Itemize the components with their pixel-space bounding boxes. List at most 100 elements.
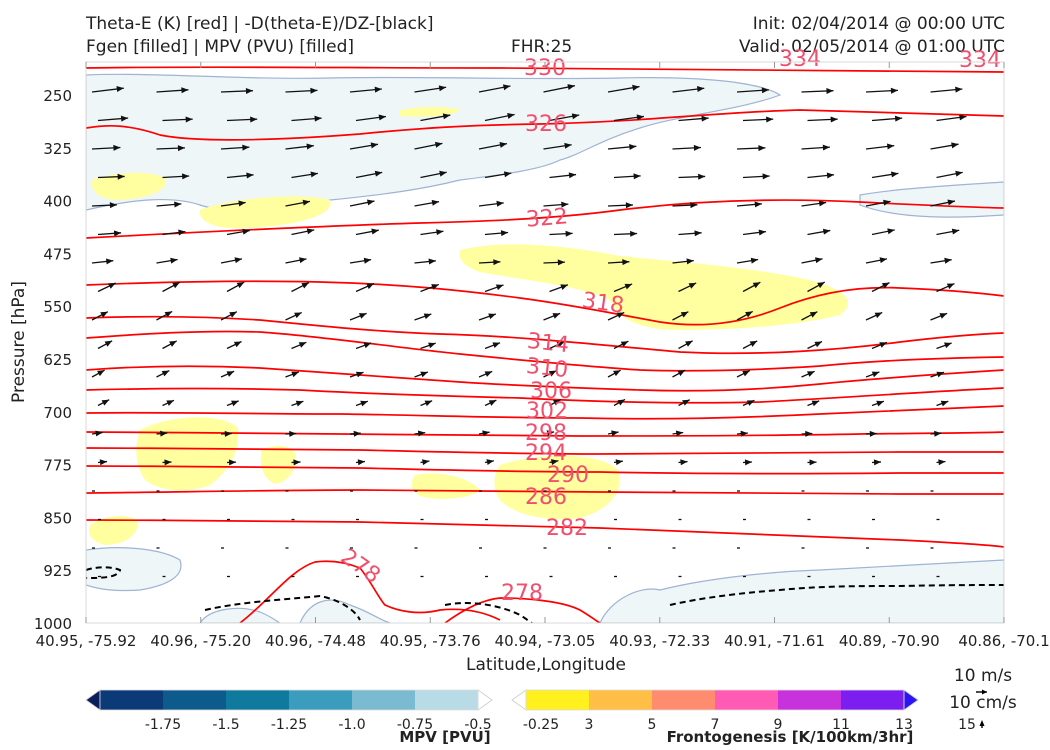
- wind-vector: [936, 114, 967, 122]
- wind-vector: [484, 284, 504, 293]
- colorbar-segment: [589, 690, 653, 710]
- theta-e-contour-label: 278: [336, 544, 385, 589]
- wind-vector: [543, 430, 555, 437]
- wind-vector: [678, 115, 709, 122]
- wind-vector: [607, 143, 637, 150]
- y-tick-label: 925: [43, 562, 72, 580]
- wind-vector: [484, 230, 509, 237]
- wind-vector: [678, 459, 688, 466]
- wind-vector: [484, 171, 512, 179]
- wind-vector: [226, 116, 258, 123]
- theta-e-contour-label: 302: [526, 399, 568, 424]
- wind-vector: [285, 430, 297, 437]
- colorbar-tick-label: -0.25: [523, 717, 559, 733]
- x-tick-label: 40.96, -74.48: [265, 632, 366, 650]
- theta-e-contour-line: [444, 597, 601, 623]
- fgen-fill-9: [89, 515, 138, 545]
- wind-vector: [672, 311, 689, 321]
- wind-vector: [865, 311, 883, 321]
- wind-vector: [672, 202, 698, 209]
- wind-vector: [865, 87, 898, 94]
- wind-vector: [91, 311, 109, 321]
- wind-vector: [549, 172, 577, 179]
- wind-vector: [807, 400, 820, 407]
- wind-vector: [678, 282, 697, 293]
- wind-vector: [420, 342, 436, 350]
- colorbar-segment: [526, 690, 590, 710]
- mpv-fill-lower-right: [599, 559, 1004, 623]
- theta-e-contour-label: 318: [581, 288, 626, 319]
- mpv-colorbar-label: MPV [PVU]: [399, 728, 490, 746]
- wind-vector: [613, 459, 624, 466]
- y-tick-label: 250: [43, 87, 72, 105]
- x-tick-label: 40.95, -73.76: [380, 632, 481, 650]
- wind-vector: [871, 115, 903, 122]
- wind-vector: [930, 371, 945, 378]
- wind-vector: [285, 257, 307, 264]
- wind-vector: [801, 370, 815, 378]
- wind-vector: [156, 201, 182, 208]
- theta-e-contour-label: 330: [524, 56, 566, 81]
- wind-vector: [543, 142, 572, 150]
- x-tick-label: 40.95, -75.92: [36, 632, 137, 650]
- wind-vector: [478, 200, 504, 207]
- y-tick-label: 1000: [34, 615, 72, 633]
- wind-vector: [678, 340, 693, 350]
- wind-vector: [162, 399, 175, 407]
- wind-vector: [742, 281, 761, 293]
- ref-vector-horizontal: 10 m/s: [954, 666, 1012, 686]
- wind-vector: [226, 400, 239, 407]
- x-axis-ticks: 40.95, -75.92 40.96, -75.20 40.96, -74.48 4…: [36, 62, 1050, 650]
- wind-vector: [220, 144, 250, 151]
- wind-vector: [543, 259, 565, 266]
- wind-vector: [801, 200, 827, 207]
- wind-vector: [156, 257, 178, 264]
- theta-e-contour-line: [86, 66, 1004, 73]
- wind-vector: [936, 228, 960, 236]
- wind-vector: [291, 459, 301, 466]
- wind-vector: [420, 283, 440, 293]
- wind-vector: [420, 400, 433, 407]
- wind-vector: [355, 282, 375, 293]
- wind-vector: [291, 282, 310, 293]
- colorbar-tick-label: -1.0: [338, 717, 365, 733]
- theta-e-contour-label: 314: [526, 329, 570, 358]
- wind-vector: [97, 173, 125, 180]
- wind-vector: [871, 282, 890, 293]
- wind-vector: [936, 400, 949, 407]
- wind-vector: [607, 369, 621, 378]
- wind-vector: [742, 173, 770, 180]
- theta-e-contour-label: 334: [779, 47, 821, 72]
- wind-vector: [91, 369, 105, 378]
- wind-vector: [420, 229, 444, 236]
- fgen-fill-1: [91, 172, 166, 200]
- wind-vector: [220, 370, 235, 378]
- wind-vector: [607, 430, 619, 437]
- wind-vector: [742, 229, 767, 236]
- colorbar-tick-label: -1.25: [271, 717, 307, 733]
- theta-e-contour-line: [86, 387, 1004, 404]
- theta-e-contour-line: [86, 465, 1004, 475]
- wind-vector: [936, 459, 946, 466]
- ref-vector-vertical: 10 cm/s: [949, 693, 1017, 713]
- x-axis-label: Latitude,Longitude: [466, 655, 626, 675]
- wind-vector: [420, 170, 447, 179]
- wind-vector: [736, 257, 759, 264]
- wind-vector: [349, 257, 372, 264]
- colorbar-segment: [778, 690, 842, 710]
- theta-e-contour-line: [86, 365, 1004, 392]
- wind-vector: [285, 199, 311, 207]
- wind-vector: [162, 229, 186, 236]
- valid-time: Valid: 02/05/2014 @ 01:00 UTC: [739, 37, 1005, 57]
- wind-vector: [97, 282, 116, 293]
- wind-vector: [736, 430, 748, 437]
- wind-vector: [549, 230, 573, 237]
- colorbar-segment: [415, 690, 479, 710]
- x-tick-label: 40.96, -75.20: [150, 632, 251, 650]
- fgen-fill-5: [136, 417, 239, 491]
- fgen-fill-6: [260, 445, 297, 484]
- wind-vector: [156, 145, 185, 152]
- wind-vector: [930, 257, 952, 264]
- wind-vector: [736, 370, 751, 378]
